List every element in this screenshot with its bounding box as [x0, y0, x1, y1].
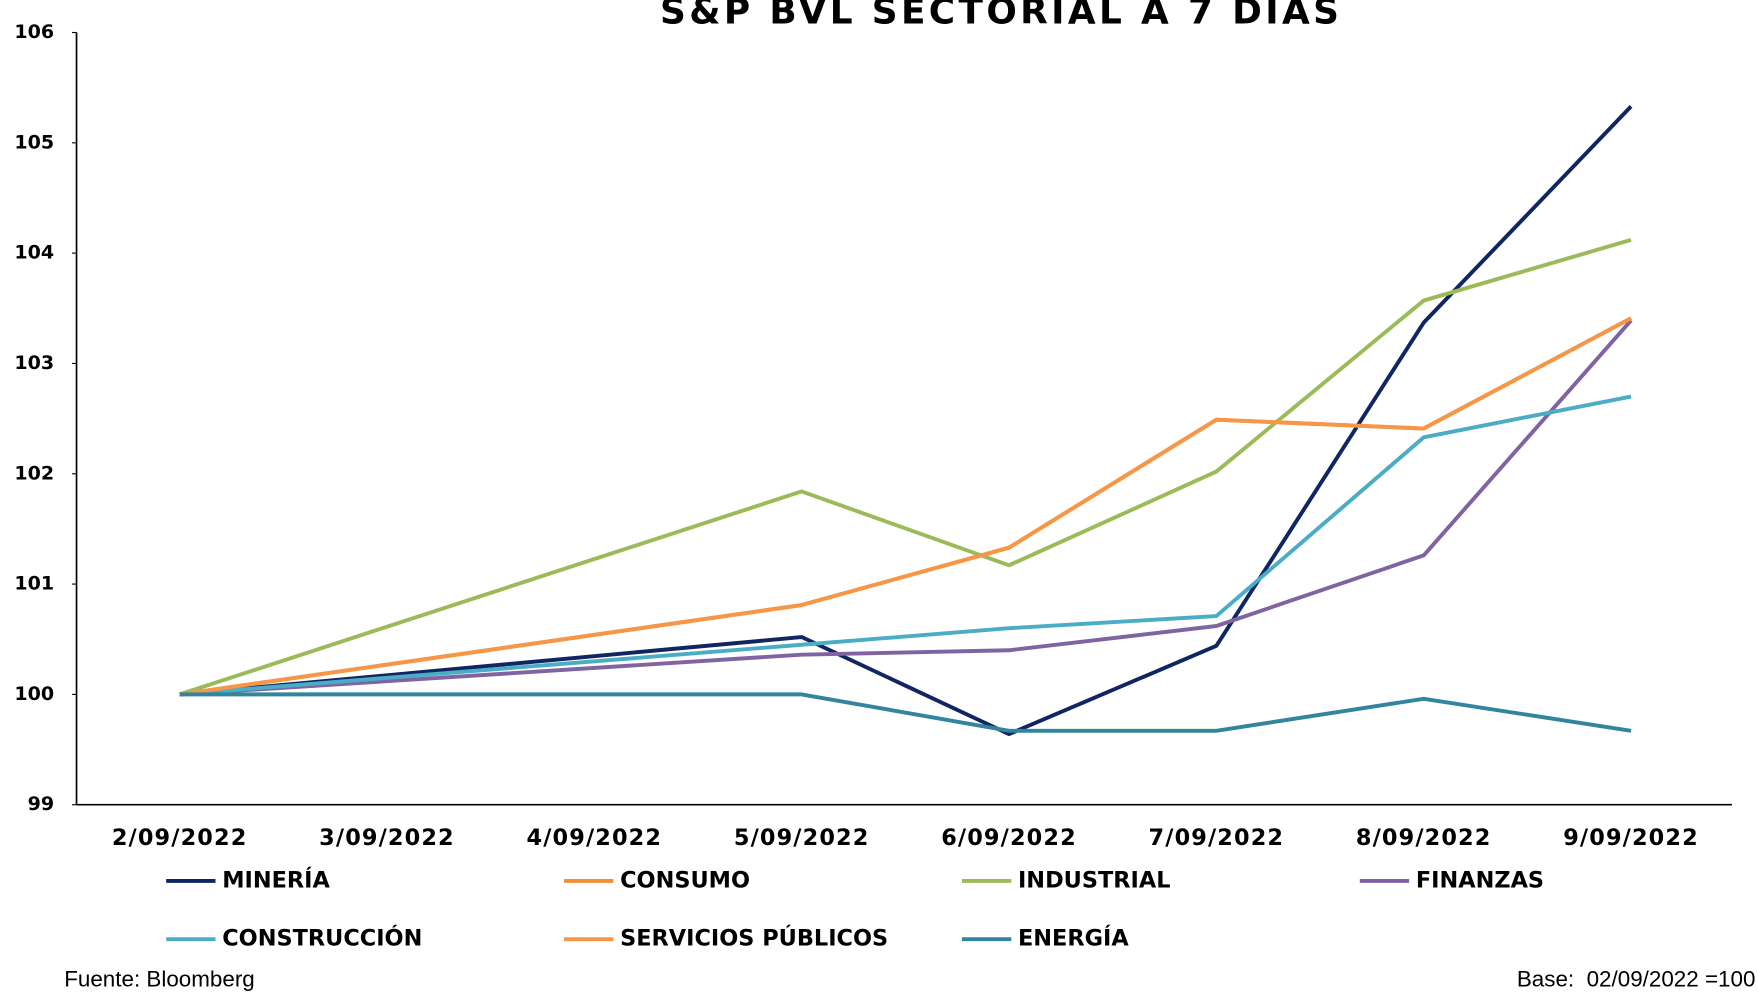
legend-label: FINANZAS — [1416, 867, 1544, 893]
base-note: Base: 02/09/2022 =100 — [1517, 967, 1756, 992]
y-tick-label: 99 — [28, 793, 55, 815]
x-tick-label: 8/09/2022 — [1356, 825, 1492, 851]
x-tick-label: 3/09/2022 — [319, 825, 455, 851]
y-tick-label: 102 — [14, 462, 54, 484]
source-note: Fuente: Bloomberg — [64, 967, 255, 992]
y-tick-label: 105 — [14, 131, 54, 153]
x-tick-label: 9/09/2022 — [1563, 825, 1699, 851]
series-line — [179, 105, 1633, 737]
x-tick-label: 2/09/2022 — [112, 825, 248, 851]
series-line — [179, 238, 1632, 697]
y-tick-label: 101 — [14, 573, 54, 595]
series-line — [179, 319, 1633, 697]
y-tick-label: 103 — [14, 352, 54, 374]
series-line — [179, 394, 1632, 697]
y-tick-label: 100 — [14, 683, 54, 705]
legend-label: ENERGÍA — [1018, 924, 1129, 952]
series-line — [179, 692, 1632, 733]
x-tick-label: 6/09/2022 — [941, 825, 1077, 851]
legend-label: INDUSTRIAL — [1018, 867, 1171, 893]
x-tick-label: 7/09/2022 — [1149, 825, 1285, 851]
chart-title: S&P BVL SECTORIAL A 7 DÍAS — [660, 0, 1342, 32]
legend-label: SERVICIOS PÚBLICOS — [620, 924, 888, 952]
legend-label: MINERÍA — [222, 865, 330, 893]
legend-label: CONSUMO — [620, 867, 750, 893]
legend-label: CONSTRUCCIÓN — [222, 924, 422, 952]
series-line — [179, 316, 1632, 697]
x-tick-label: 4/09/2022 — [527, 825, 663, 851]
x-tick-label: 5/09/2022 — [734, 825, 870, 851]
y-tick-label: 104 — [14, 242, 54, 264]
y-tick-label: 106 — [14, 21, 54, 43]
